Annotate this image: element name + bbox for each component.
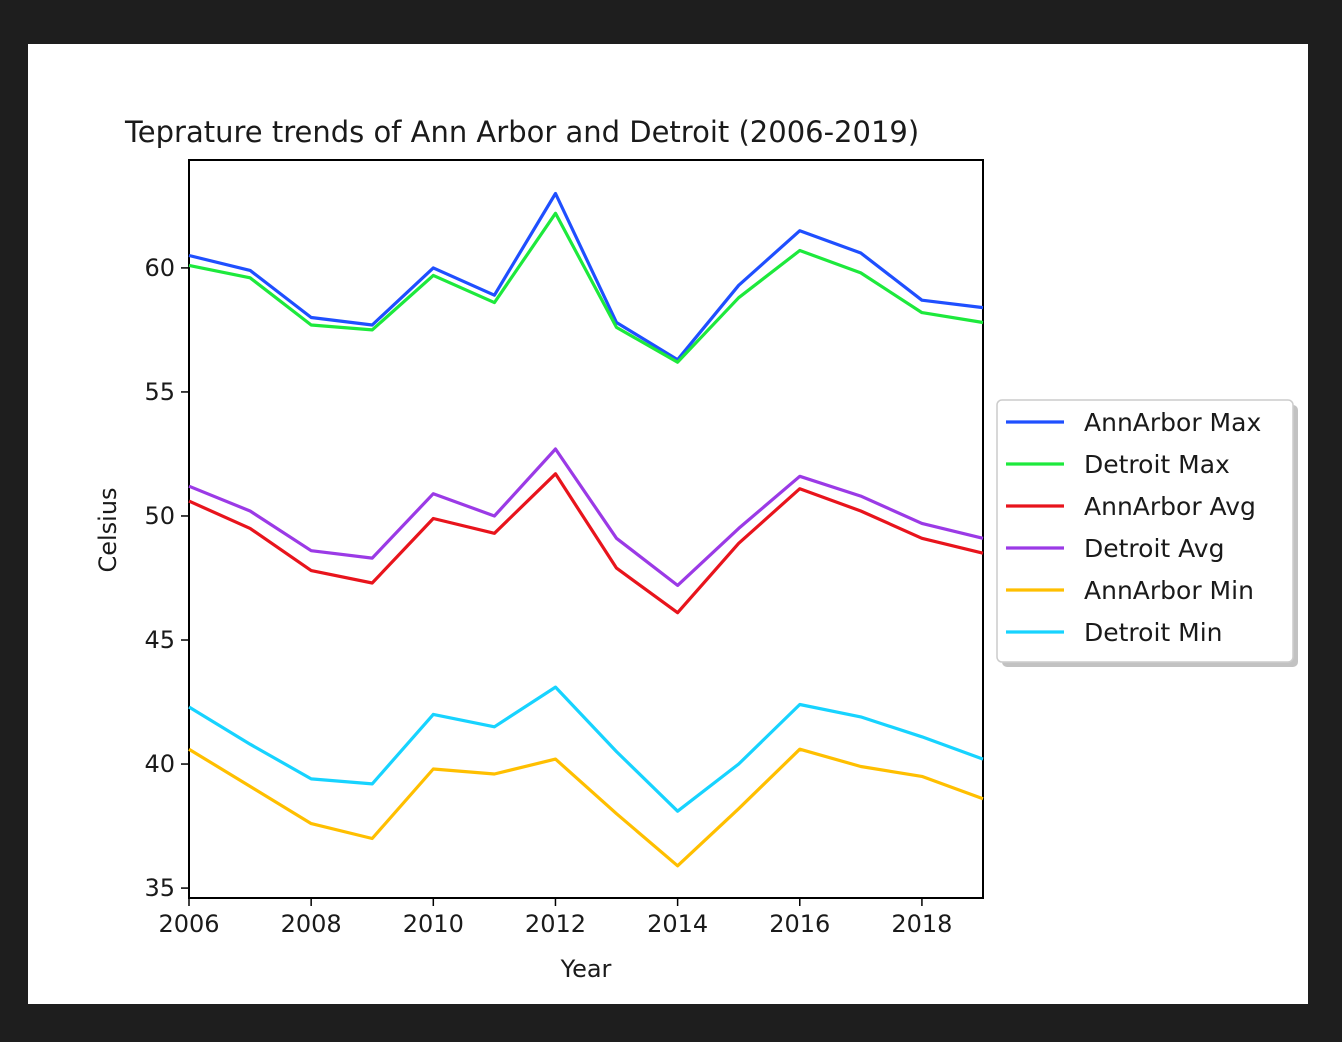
legend: AnnArbor Max Detroit Max AnnArbor Avg Detro… bbox=[996, 399, 1298, 667]
series-line-0 bbox=[188, 191, 984, 362]
legend-label: Detroit Max bbox=[1084, 450, 1230, 479]
x-axis: 2006 2008 2010 2012 2014 2016 2018 bbox=[158, 898, 952, 938]
chart-title: Teprature trends of Ann Arbor and Detroi… bbox=[124, 115, 919, 149]
y-axis-label: Celsius bbox=[94, 487, 122, 572]
x-tick-label: 2010 bbox=[403, 910, 464, 938]
legend-box bbox=[996, 399, 1294, 663]
legend-label: AnnArbor Avg bbox=[1084, 492, 1256, 521]
y-tick-label: 60 bbox=[144, 254, 175, 282]
legend-label: AnnArbor Min bbox=[1084, 576, 1254, 605]
y-tick-label: 55 bbox=[144, 378, 175, 406]
legend-label: Detroit Avg bbox=[1084, 534, 1224, 563]
y-axis: 35 40 45 50 55 60 bbox=[144, 254, 189, 902]
x-tick-label: 2014 bbox=[647, 910, 708, 938]
x-axis-label: Year bbox=[560, 955, 612, 983]
y-tick-label: 40 bbox=[144, 750, 175, 778]
x-tick-label: 2008 bbox=[281, 910, 342, 938]
series-layer bbox=[188, 191, 984, 868]
y-tick-label: 35 bbox=[144, 874, 175, 902]
line-chart: Teprature trends of Ann Arbor and Detroi… bbox=[94, 115, 1298, 983]
legend-label: Detroit Min bbox=[1084, 618, 1223, 647]
series-line-5 bbox=[188, 685, 984, 813]
y-tick-label: 50 bbox=[144, 502, 175, 530]
plot-area-frame bbox=[188, 159, 984, 899]
series-line-4 bbox=[188, 747, 984, 868]
x-tick-label: 2018 bbox=[891, 910, 952, 938]
series-line-1 bbox=[188, 211, 984, 364]
x-tick-label: 2006 bbox=[158, 910, 219, 938]
chart-figure: Teprature trends of Ann Arbor and Detroi… bbox=[28, 44, 1308, 1004]
series-line-2 bbox=[188, 472, 984, 615]
legend-items: AnnArbor Max Detroit Max AnnArbor Avg Detro… bbox=[1006, 408, 1261, 647]
legend-label: AnnArbor Max bbox=[1084, 408, 1261, 437]
y-tick-label: 45 bbox=[144, 626, 175, 654]
x-tick-label: 2016 bbox=[769, 910, 830, 938]
series-line-3 bbox=[188, 447, 984, 588]
x-tick-label: 2012 bbox=[525, 910, 586, 938]
